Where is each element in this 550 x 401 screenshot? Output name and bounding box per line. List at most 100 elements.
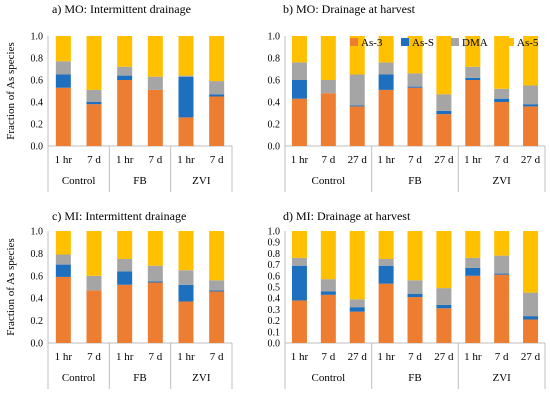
bar-segment-as-3 bbox=[523, 319, 539, 343]
bar-segment-as-5 bbox=[209, 231, 225, 281]
bar-segment-as-s bbox=[436, 110, 452, 115]
bar-segment-as-s bbox=[523, 316, 539, 320]
bar-segment-as-5 bbox=[465, 231, 481, 258]
legend-label: As-S bbox=[412, 37, 434, 49]
bar-segment-as-3 bbox=[378, 283, 394, 343]
bar-segment-as-3 bbox=[407, 87, 423, 146]
y-tick-label: 0.0 bbox=[268, 142, 281, 153]
bar-segment-as-5 bbox=[407, 231, 423, 281]
bar-segment-as-s bbox=[378, 74, 394, 90]
y-tick-label: 0.6 bbox=[268, 76, 281, 87]
bar-segment-dma bbox=[291, 257, 307, 266]
group-label: Control bbox=[62, 175, 96, 187]
bar-segment-as-3 bbox=[378, 89, 394, 146]
bar-segment-dma bbox=[436, 288, 452, 305]
bar-segment-as-5 bbox=[407, 36, 423, 74]
group-label: FB bbox=[408, 175, 421, 187]
group-label: FB bbox=[133, 372, 146, 384]
bar-segment-as-3 bbox=[55, 276, 71, 343]
bar-segment-as-3 bbox=[407, 297, 423, 343]
group-label: ZVI bbox=[493, 175, 512, 187]
bar-segment-as-5 bbox=[55, 231, 71, 255]
y-tick-label: 0.2 bbox=[31, 120, 44, 131]
x-tick-label: 7 d bbox=[495, 351, 509, 363]
x-tick-label: 1 hr bbox=[464, 154, 482, 166]
y-tick-label: 0.9 bbox=[268, 238, 281, 249]
bar-segment-as-3 bbox=[494, 274, 510, 343]
bar-segment-as-3 bbox=[147, 89, 163, 146]
y-tick-label: 0.7 bbox=[268, 260, 281, 271]
bar-segment-dma bbox=[117, 259, 133, 272]
bar-segment-as-5 bbox=[465, 36, 481, 67]
y-tick-label: 0.4 bbox=[268, 294, 281, 305]
x-tick-label: 27 d bbox=[521, 351, 541, 363]
y-tick-label: 1.0 bbox=[268, 227, 281, 238]
bar-segment-as-3 bbox=[55, 87, 71, 146]
bar-segment-dma bbox=[494, 255, 510, 274]
bar-segment-as-s bbox=[494, 273, 510, 275]
bar-segment-dma bbox=[465, 66, 481, 78]
y-tick-label: 0.4 bbox=[268, 98, 281, 109]
x-tick-label: 1 hr bbox=[291, 154, 309, 166]
bar-segment-as-s bbox=[117, 271, 133, 285]
x-tick-label: 7 d bbox=[148, 351, 162, 363]
y-tick-label: 1.0 bbox=[268, 32, 281, 43]
y-tick-label: 0.8 bbox=[268, 249, 281, 260]
legend-label: As-3 bbox=[361, 37, 383, 49]
bar-segment-dma bbox=[349, 74, 365, 106]
x-tick-label: 1 hr bbox=[377, 351, 395, 363]
bar-segment-dma bbox=[407, 73, 423, 87]
bar-segment-as-3 bbox=[494, 102, 510, 146]
bar-segment-dma bbox=[320, 80, 336, 94]
bar-segment-dma bbox=[523, 292, 539, 317]
bar-segment-as-5 bbox=[349, 231, 365, 300]
y-tick-label: 0.0 bbox=[31, 142, 44, 153]
bar-segment-as-s bbox=[378, 265, 394, 284]
panel-title: a) MO: Intermittent drainage bbox=[52, 2, 191, 16]
bar-segment-as-5 bbox=[291, 231, 307, 258]
x-tick-label: 1 hr bbox=[55, 351, 73, 363]
y-tick-label: 0.1 bbox=[268, 327, 281, 338]
y-tick-label: 0.8 bbox=[268, 54, 281, 65]
bar-segment-as-s bbox=[209, 290, 225, 292]
bar-segment-as-3 bbox=[465, 80, 481, 146]
x-tick-label: 7 d bbox=[87, 351, 101, 363]
bar-segment-as-3 bbox=[436, 308, 452, 343]
bar-segment-as-5 bbox=[378, 36, 394, 63]
bar-segment-dma bbox=[178, 75, 194, 77]
x-tick-label: 7 d bbox=[210, 154, 224, 166]
bar-segment-as-5 bbox=[494, 231, 510, 256]
group-label: ZVI bbox=[192, 175, 211, 187]
bar-segment-dma bbox=[320, 279, 336, 292]
bar-segment-as-5 bbox=[209, 36, 225, 82]
bar-segment-dma bbox=[86, 89, 102, 102]
y-tick-label: 0.2 bbox=[31, 316, 44, 327]
bar-segment-as-3 bbox=[178, 301, 194, 343]
bar-segment-as-5 bbox=[494, 36, 510, 89]
y-tick-label: 0.6 bbox=[31, 76, 44, 87]
bar-segment-dma bbox=[86, 275, 102, 291]
bar-segment-as-s bbox=[147, 281, 163, 283]
bar-segment-as-3 bbox=[291, 300, 307, 343]
bar-segment-as-5 bbox=[320, 36, 336, 80]
x-tick-label: 7 d bbox=[321, 154, 335, 166]
bar-segment-as-s bbox=[407, 293, 423, 298]
x-tick-label: 7 d bbox=[148, 154, 162, 166]
bar-segment-as-3 bbox=[209, 291, 225, 343]
legend-label: DMA bbox=[462, 37, 488, 49]
bar-segment-dma bbox=[494, 88, 510, 99]
group-label: Control bbox=[62, 372, 96, 384]
bar-segment-dma bbox=[55, 61, 71, 75]
bar-segment-dma bbox=[55, 254, 71, 265]
bar-segment-as-3 bbox=[320, 294, 336, 343]
bar-segment-as-s bbox=[349, 105, 365, 107]
x-tick-label: 27 d bbox=[348, 351, 368, 363]
x-tick-label: 1 hr bbox=[177, 351, 195, 363]
bar-segment-as-5 bbox=[55, 36, 71, 62]
bar-segment-as-3 bbox=[117, 80, 133, 146]
bar-segment-as-s bbox=[55, 264, 71, 277]
bar-segment-as-5 bbox=[86, 36, 102, 90]
bar-segment-as-s bbox=[494, 98, 510, 102]
y-tick-label: 0.8 bbox=[31, 54, 44, 65]
y-tick-label: 0.5 bbox=[268, 283, 281, 294]
